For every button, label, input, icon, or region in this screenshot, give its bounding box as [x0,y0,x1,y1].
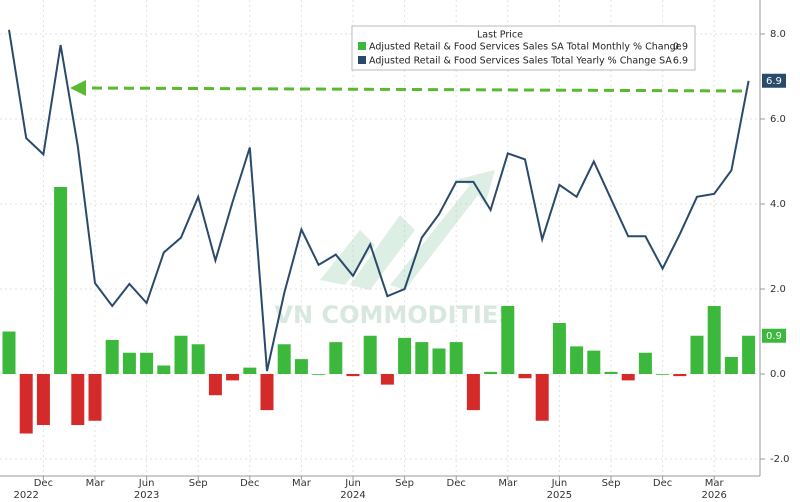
bar [122,352,136,374]
bar [535,374,549,421]
legend-swatch [358,42,366,50]
bar [466,374,480,411]
bar [432,348,446,374]
x-tick-label: Mar [705,478,725,489]
bar [570,346,584,374]
last-value-label: 0.9 [766,331,782,342]
x-group-label: 2026 [701,490,726,501]
x-tick-label: Jun [138,478,155,489]
bar [312,374,326,375]
bar [19,374,33,434]
bar [71,374,85,425]
bar [260,374,274,411]
y-tick-label: 6.0 [770,114,786,125]
bar [552,323,566,374]
x-group-label: 2024 [340,490,365,501]
last-value-box [762,73,786,88]
bar [449,342,463,374]
legend-swatch [358,56,366,64]
line [8,29,750,372]
bar [656,374,670,375]
watermark-logo [320,170,495,290]
bar [2,331,16,374]
x-tick-label: Sep [395,478,414,489]
watermark: VN COMMODITIES [274,301,515,329]
bar [54,187,68,374]
bar [105,340,119,374]
bar [36,374,50,425]
last-value-label: 6.9 [766,76,782,87]
bar [518,374,532,379]
bar [707,306,721,374]
legend-value: 6.9 [673,56,688,67]
bar [415,342,429,374]
x-tick-label: Dec [447,478,466,489]
x-tick-label: Mar [86,478,106,489]
legend-title: Last Price [477,30,523,41]
legend-box [351,25,696,71]
bar [363,335,377,374]
legend-entry: Adjusted Retail & Food Services Sales To… [369,56,672,67]
bar [621,374,635,381]
bar [398,337,412,374]
bar [88,374,102,421]
x-tick-label: Jun [344,478,361,489]
bar [208,374,222,396]
annotation-arrow [70,80,743,96]
bar [191,344,205,374]
legend-value: 0.9 [673,42,688,53]
x-group-label: 2023 [134,490,159,501]
y-tick-label: 8.0 [770,29,786,40]
bar [243,367,257,374]
x-group-label: 2025 [547,490,572,501]
x-tick-label: Sep [602,478,621,489]
x-tick-label: Sep [189,478,208,489]
bar [329,342,343,374]
bar [174,335,188,374]
bar [226,374,240,381]
bar [690,335,704,374]
bar [742,335,756,374]
y-tick-label: 0.0 [770,369,786,380]
y-tick-label: 2.0 [770,284,786,295]
bar [587,350,601,374]
legend-entry: Adjusted Retail & Food Services Sales SA… [369,42,682,53]
bar [157,365,171,374]
y-tick-label: -2.0 [770,454,790,465]
bar [724,357,738,374]
bar [604,371,618,374]
y-tick-label: 4.0 [770,199,786,210]
last-value-box [762,328,786,343]
x-group-label: 2022 [13,490,38,501]
legend: Last Price Adjusted Retail & Food Servic… [351,25,696,71]
x-tick-label: Mar [498,478,518,489]
bar [277,344,291,374]
bar [501,306,515,374]
x-tick-label: Mar [292,478,312,489]
bar [346,374,360,377]
x-tick-label: Dec [240,478,259,489]
bar [638,352,652,374]
bar [140,352,154,374]
bar [294,359,308,374]
x-tick-label: Dec [34,478,53,489]
bar [484,371,498,374]
bar [380,374,394,385]
plot [2,29,756,434]
x-tick-label: Dec [653,478,672,489]
bar [673,374,687,377]
x-tick-label: Jun [551,478,568,489]
